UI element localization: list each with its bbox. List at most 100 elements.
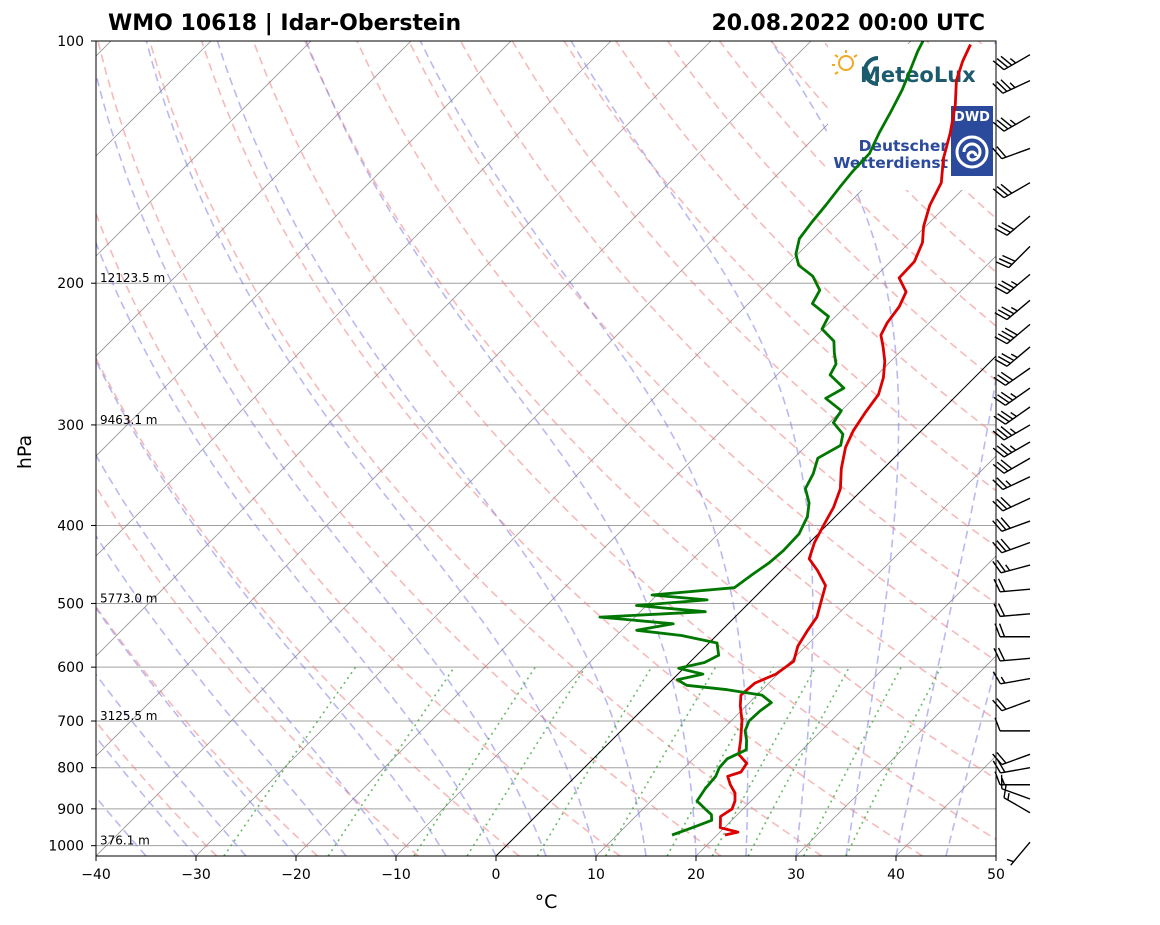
x-tick-label: 30: [787, 867, 805, 883]
wind-barb-staff: [1000, 588, 1031, 593]
wind-barb-staff: [1000, 613, 1031, 618]
wind-barb-feather: [1000, 496, 1012, 508]
wind-barb-feather: [1000, 459, 1013, 470]
wind-barb-feather: [1001, 222, 1015, 231]
wind-barb-feather: [996, 540, 1007, 552]
wind-barb-half-feather: [1009, 57, 1017, 64]
wind-barb-feather: [993, 648, 1001, 662]
wind-barb-feather: [996, 445, 1009, 456]
wind-barb-feather: [998, 258, 1013, 266]
wind-barb: [994, 717, 1030, 732]
wind-barb: [1003, 783, 1031, 814]
moist-adiabat-35: [770, 41, 900, 856]
wind-barb-feather: [993, 415, 1006, 425]
profile-lines: [598, 41, 972, 837]
wind-barb-staff: [1005, 387, 1031, 406]
x-axis-label: °C: [535, 891, 558, 913]
wind-barb-feather: [1000, 426, 1013, 436]
isobar-grid: [96, 41, 996, 847]
isotherm-20: [695, 555, 996, 856]
y-tick-label: 100: [57, 34, 84, 50]
dry-adiabat--10: [96, 485, 419, 856]
height-label: 12123.5 m: [100, 271, 165, 285]
chart-title-station: WMO 10618 | Idar-Oberstein: [108, 11, 461, 36]
wind-barb: [992, 671, 1031, 685]
wind-barb-feather: [996, 751, 1007, 764]
wind-barb-staff: [1003, 457, 1031, 474]
wind-barb-feather: [992, 753, 1003, 766]
wind-barb: [994, 346, 1031, 367]
wind-barb-feather: [996, 698, 1007, 710]
wind-barb-feather: [996, 498, 1008, 510]
wind-barb-feather: [1000, 79, 1012, 90]
wind-barb-feather: [1003, 783, 1007, 798]
wind-barb-feather: [1001, 330, 1015, 339]
wind-barb-feather: [992, 121, 1005, 132]
x-tick-label: 50: [987, 867, 1005, 883]
wind-barb-staff: [1002, 476, 1031, 491]
wind-barb-staff: [1003, 115, 1031, 132]
wind-barb: [992, 496, 1031, 512]
wind-barb-half-feather: [1010, 353, 1018, 359]
dewpoint-line: [598, 41, 925, 837]
wind-barb-staff: [1006, 299, 1031, 321]
isotherm-10: [595, 455, 996, 856]
wind-barb-half-feather: [1010, 280, 1018, 286]
wind-barb: [993, 578, 1031, 593]
dry-adiabat-20: [97, 41, 722, 856]
wind-barb-feather: [996, 477, 1008, 489]
wind-barb-feather: [997, 603, 1006, 617]
wind-barb: [992, 698, 1031, 712]
sun-icon: [832, 50, 858, 75]
wind-barb-half-feather: [1006, 858, 1014, 863]
mixing-ratio-3: [466, 666, 587, 856]
mixing-ratio-lines: [223, 666, 942, 856]
wind-barb-feather: [997, 578, 1006, 592]
wind-barb-feather: [994, 312, 1008, 321]
wind-barb-feather: [997, 224, 1011, 234]
dry-adiabat--30: [96, 720, 218, 856]
chart-title-time: 20.08.2022 00:00 UTC: [711, 11, 985, 36]
wind-barb-feather: [992, 447, 1005, 458]
wind-barb-staff: [1003, 441, 1031, 458]
isotherm--130: [0, 41, 11, 856]
moist-adiabat--5: [96, 359, 447, 856]
mixing-ratio-2: [413, 666, 536, 856]
wind-barb-feather: [992, 188, 1005, 199]
dry-adiabat-120: [615, 41, 996, 437]
wind-barb-feather: [994, 286, 1008, 295]
wind-barb: [993, 603, 1031, 618]
wind-barb-feather: [992, 83, 1004, 94]
wind-barb-feather: [996, 559, 1006, 573]
wind-barb-feather: [1000, 117, 1013, 128]
x-axis: −40 −30 −20 −10 0 10 20 30 40 50: [81, 856, 1005, 883]
temperature-line: [718, 43, 972, 837]
wind-barb-feather: [1004, 327, 1018, 336]
dwd-name-line1: Deutscher: [859, 137, 949, 155]
moist-adiabat--25: [96, 673, 247, 856]
y-tick-label: 800: [57, 761, 84, 777]
wind-barb-staff: [1000, 564, 1031, 574]
dwd-badge-text: DWD: [954, 110, 990, 125]
y-tick-label: 500: [57, 596, 84, 612]
wind-barb-feather: [992, 699, 1003, 712]
wind-barb: [992, 79, 1031, 94]
wind-barb-feather: [996, 119, 1009, 130]
wind-barb-feather: [993, 603, 1001, 617]
y-tick-label: 300: [57, 418, 84, 434]
wind-barb: [992, 457, 1031, 474]
x-tick-label: −30: [181, 867, 211, 883]
wind-barb-half-feather: [1009, 82, 1016, 89]
wind-barb-feather: [993, 396, 1006, 406]
wind-barb-feather: [997, 309, 1011, 318]
wind-barb-half-feather: [1001, 777, 1006, 785]
dry-adiabat-80: [407, 41, 996, 662]
height-label: 5773.0 m: [100, 591, 158, 605]
wind-barb-feather: [993, 376, 1006, 386]
wind-barb-half-feather: [1010, 306, 1018, 312]
mixing-ratio-28: [802, 666, 902, 856]
wind-barb-staff: [1006, 215, 1031, 236]
wind-barb-staff: [1001, 541, 1031, 554]
wind-barb-staff: [1002, 497, 1031, 512]
